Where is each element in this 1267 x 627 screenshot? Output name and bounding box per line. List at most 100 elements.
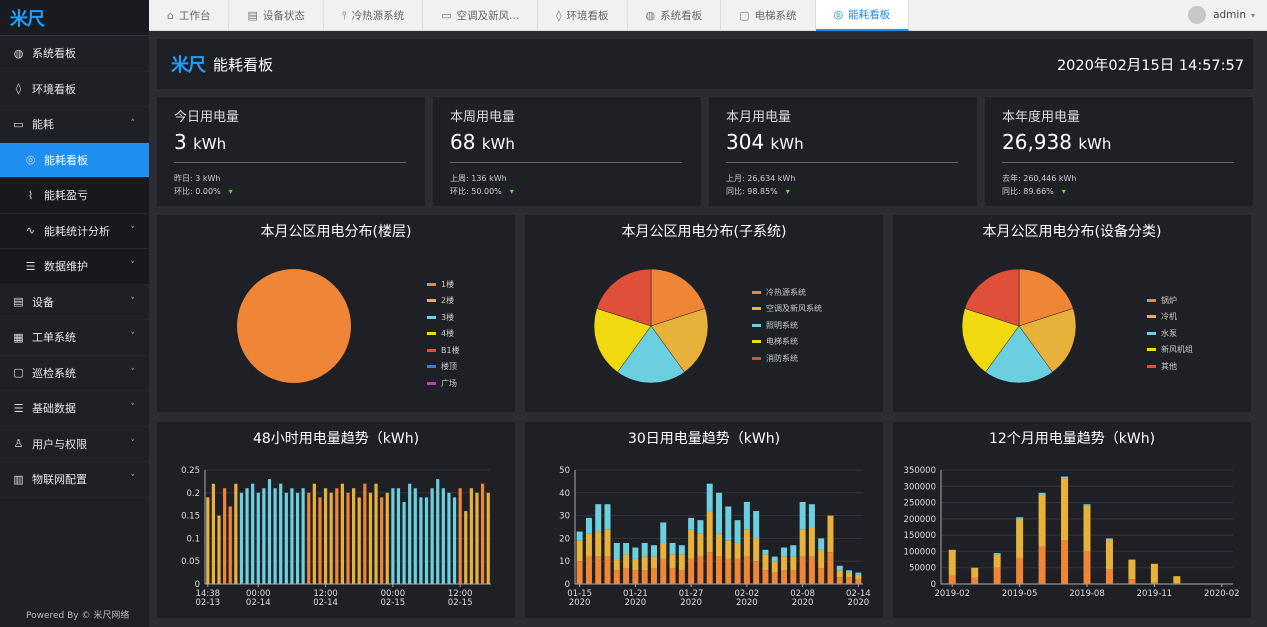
- legend-item[interactable]: 新风机组: [1147, 342, 1193, 359]
- bar-segment: [669, 542, 676, 555]
- bar-segment: [1105, 569, 1113, 584]
- legend-label: 楼顶: [441, 362, 457, 372]
- bar: [301, 488, 305, 584]
- y-tick-label: 0.25: [181, 466, 200, 476]
- stat-ratio: 同比: 98.85% ▾: [726, 185, 960, 198]
- x-tick-sublabel: 02-14: [313, 598, 338, 608]
- sidebar-item[interactable]: ♙ 用户与权限 ˅: [0, 427, 149, 462]
- legend-item[interactable]: 冷机: [1147, 309, 1193, 326]
- sidebar-item[interactable]: ◍ 系统看板: [0, 36, 149, 72]
- sidebar-item-label: 能耗看板: [44, 153, 88, 167]
- stat-value: 3 kWh: [174, 130, 408, 154]
- sidebar-item[interactable]: ☰ 数据维护 ˅: [0, 249, 149, 285]
- legend-item[interactable]: 电梯系统: [752, 334, 822, 351]
- legend-item[interactable]: 3楼: [427, 309, 460, 326]
- divider: [174, 162, 406, 163]
- tab[interactable]: ▭ 空调及新风...: [423, 0, 539, 31]
- sidebar-item[interactable]: ▥ 物联网配置 ˅: [0, 462, 149, 498]
- bar: [256, 492, 260, 584]
- legend-swatch: [752, 323, 761, 327]
- sidebar-item[interactable]: ☰ 基础数据 ˅: [0, 391, 149, 427]
- sidebar-item[interactable]: ⌇ 能耗盈亏: [0, 178, 149, 214]
- chart-title: 30日用电量趋势（kWh): [627, 431, 781, 447]
- sidebar-item[interactable]: ▭ 能耗 ˄: [0, 107, 149, 143]
- stat-number: 68: [450, 130, 476, 154]
- bar-segment: [595, 504, 602, 532]
- tab[interactable]: ◍ 系统看板: [628, 0, 722, 31]
- tab-label: 环境看板: [566, 10, 609, 22]
- legend-item[interactable]: 空调及新风系统: [752, 301, 822, 318]
- legend-item[interactable]: 4楼: [427, 326, 460, 343]
- y-tick-label: 200000: [904, 515, 936, 525]
- bar-12m-panel: 12个月用电量趋势（kWh) 0 50000 100000 150000 200000 2…: [893, 422, 1251, 618]
- legend-item[interactable]: 1楼: [427, 276, 460, 293]
- legend-item[interactable]: 2楼: [427, 293, 460, 310]
- bar-segment: [753, 561, 760, 584]
- pie-slice: [650, 308, 709, 373]
- compare-label: 去年:: [1002, 174, 1021, 183]
- x-tick-label: 02-02: [735, 589, 760, 599]
- bar-segment: [706, 483, 713, 512]
- chevron-icon: ˅: [130, 296, 136, 307]
- bar-segment: [650, 556, 657, 569]
- trend-arrow-icon: ▾: [1061, 187, 1066, 196]
- bar-segment: [1038, 492, 1046, 495]
- bar: [318, 497, 322, 584]
- server-icon: ▤: [247, 9, 258, 22]
- tab-label: 冷热源系统: [351, 10, 405, 22]
- sidebar-item-label: 物联网配置: [32, 473, 87, 487]
- bar-segment: [669, 568, 676, 584]
- legend-item[interactable]: 广场: [427, 375, 460, 392]
- x-tick-sublabel: 2020: [792, 598, 814, 608]
- sidebar-item[interactable]: ◊ 环境看板: [0, 72, 149, 107]
- x-tick-sublabel: 02-15: [448, 598, 473, 608]
- app-logo[interactable]: 米尺: [0, 0, 149, 36]
- trend-arrow-icon: ▾: [785, 187, 790, 196]
- legend-label: 新风机组: [1161, 345, 1193, 355]
- legend-item[interactable]: 楼顶: [427, 359, 460, 376]
- sidebar-item[interactable]: ▢ 巡检系统 ˅: [0, 356, 149, 391]
- caret-down-icon: ▾: [1250, 10, 1255, 20]
- x-tick-sublabel: 2020: [848, 598, 870, 608]
- bar-segment: [1016, 517, 1024, 519]
- sidebar-item[interactable]: ▦ 工单系统 ˅: [0, 320, 149, 356]
- bar-segment: [818, 568, 825, 584]
- tab-label: 系统看板: [660, 10, 703, 22]
- sidebar-item[interactable]: ◎ 能耗看板: [0, 142, 149, 178]
- bar: [346, 492, 350, 584]
- x-tick-label: 2019-08: [1069, 589, 1105, 599]
- bar-segment: [650, 568, 657, 584]
- bar-segment: [743, 556, 750, 584]
- bar-segment: [790, 545, 797, 557]
- tab[interactable]: ⫯ 冷热源系统: [324, 0, 424, 31]
- chart-title: 本月公区用电分布(设备分类): [982, 224, 1162, 240]
- legend-item[interactable]: 锅炉: [1147, 292, 1193, 309]
- legend-swatch: [1147, 348, 1156, 352]
- legend-item[interactable]: 消防系统: [752, 350, 822, 367]
- y-tick-label: 30: [559, 512, 570, 522]
- bar-segment: [595, 556, 602, 584]
- thermometer-icon: ⫯: [341, 8, 347, 22]
- tab[interactable]: ⌂ 工作台: [149, 0, 230, 31]
- legend-item[interactable]: 冷热源系统: [752, 284, 822, 301]
- x-tick-label: 01-15: [567, 589, 592, 599]
- y-tick-label: 20: [559, 534, 570, 544]
- legend-item[interactable]: 其他: [1147, 358, 1193, 375]
- pie-slice: [237, 269, 351, 383]
- legend-item[interactable]: 水泵: [1147, 325, 1193, 342]
- bar-segment: [818, 549, 825, 569]
- sidebar-item[interactable]: ▤ 设备 ˅: [0, 285, 149, 320]
- compare-value: 260,446 kWh: [1023, 174, 1077, 183]
- tab[interactable]: ◎ 能耗看板: [815, 0, 910, 31]
- pie-slice: [985, 325, 1053, 384]
- bar-segment: [613, 558, 620, 571]
- compare-value: 3 kWh: [195, 174, 221, 183]
- legend-item[interactable]: 照明系统: [752, 317, 822, 334]
- tab[interactable]: ◊ 环境看板: [538, 0, 628, 31]
- tab[interactable]: ▤ 设备状态: [229, 0, 324, 31]
- sidebar-item[interactable]: ∿ 能耗统计分析 ˅: [0, 213, 149, 249]
- tab[interactable]: ▢ 电梯系统: [721, 0, 816, 31]
- bar: [413, 488, 417, 584]
- user-menu[interactable]: admin ▾: [1188, 6, 1255, 24]
- legend-item[interactable]: B1楼: [427, 342, 460, 359]
